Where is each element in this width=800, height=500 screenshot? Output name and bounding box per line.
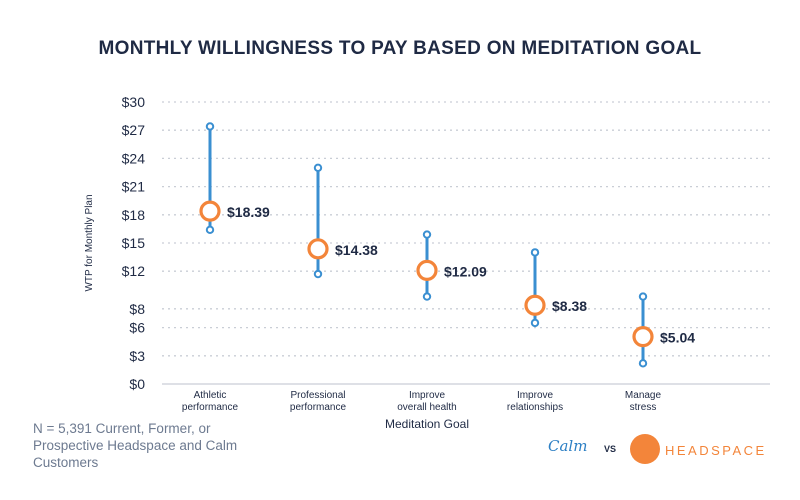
chart-title: MONTHLY WILLINGNESS TO PAY BASED ON MEDI…: [98, 38, 702, 59]
y-tick-label: $3: [129, 348, 145, 364]
mean-marker: [307, 238, 329, 260]
x-tick-label: performance: [182, 402, 239, 413]
y-tick-label: $30: [122, 94, 146, 110]
x-tick-label: relationships: [507, 402, 563, 413]
data-label: $18.39: [227, 204, 270, 220]
range-upper-dot: [422, 230, 432, 239]
y-axis-label: WTP for Monthly Plan: [84, 194, 95, 291]
y-tick-label: $6: [129, 320, 145, 336]
y-tick-label: $8: [129, 301, 145, 317]
mean-marker: [632, 326, 654, 348]
x-tick-label: Improve: [409, 390, 446, 401]
x-tick-label: Improve: [517, 390, 554, 401]
x-axis-label: Meditation Goal: [385, 417, 469, 431]
mean-marker: [416, 259, 438, 281]
y-tick-label: $12: [122, 263, 146, 279]
range-upper-dot: [313, 163, 323, 173]
data-label: $12.09: [444, 263, 487, 279]
data-label: $5.04: [660, 330, 695, 346]
y-tick-label: $0: [129, 376, 145, 392]
range-lower-dot: [422, 292, 432, 301]
x-tick-label: overall health: [397, 402, 456, 413]
range-lower-dot: [638, 359, 648, 368]
headspace-logo: HEADSPACE: [665, 443, 767, 458]
range-lower-dot: [205, 225, 215, 235]
range-upper-dot: [638, 292, 648, 301]
headspace-dot-icon: [630, 434, 660, 464]
sample-size-note: N = 5,391 Current, Former, or Prospectiv…: [33, 421, 238, 470]
x-tick-label: Manage: [625, 390, 662, 401]
x-tick-label: performance: [290, 402, 347, 413]
data-label: $8.38: [552, 298, 587, 314]
y-tick-label: $21: [122, 179, 146, 195]
mean-marker: [524, 294, 546, 316]
y-tick-label: $15: [122, 235, 146, 251]
x-tick-label: Professional: [290, 390, 345, 401]
range-lower-dot: [530, 318, 540, 328]
calm-logo: Calm: [548, 437, 588, 455]
vs-label: VS: [604, 444, 617, 454]
y-tick-label: $18: [122, 207, 146, 223]
x-tick-label: stress: [630, 402, 657, 413]
y-tick-label: $27: [122, 122, 146, 138]
range-lower-dot: [313, 269, 323, 279]
data-label: $14.38: [335, 242, 378, 258]
range-upper-dot: [530, 248, 540, 257]
range-upper-dot: [205, 122, 215, 131]
y-tick-label: $24: [122, 150, 146, 166]
mean-marker: [199, 200, 221, 222]
x-tick-label: Athletic: [194, 390, 227, 401]
